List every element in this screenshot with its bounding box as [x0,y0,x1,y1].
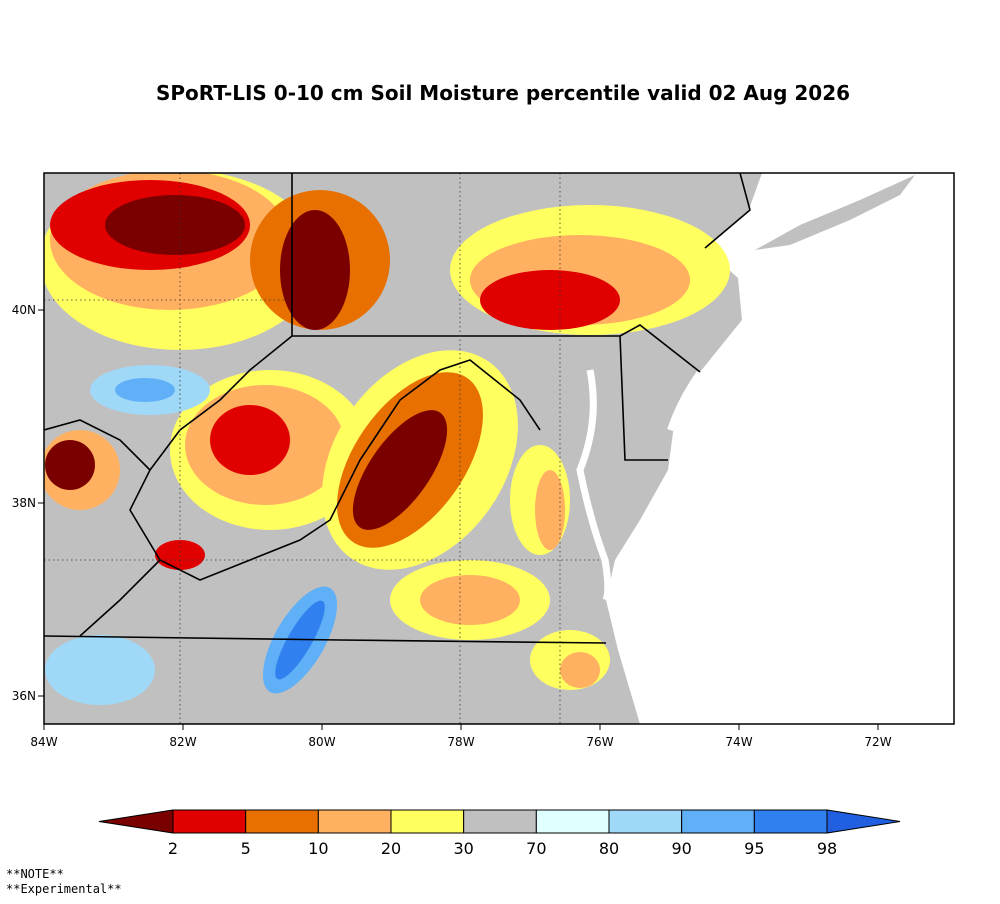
colorbar: 2 5 10 20 30 70 80 90 95 98 [98,809,901,858]
map-title: SPoRT-LIS 0-10 cm Soil Moisture percenti… [156,81,850,105]
colorbar-tick-label: 70 [526,839,546,858]
colorbar-segment [172,809,247,834]
colorbar-segment [390,809,465,834]
long-island [755,175,915,250]
colorbar-tick-label: 90 [671,839,691,858]
map-ticks: 84W 82W 80W 78W 76W 74W 72W 40N 38N 36N [12,303,892,749]
colorbar-tick-label: 2 [168,839,178,858]
lon-tick-label: 80W [308,735,335,749]
colorbar-tick-label: 10 [308,839,328,858]
moisture-region [352,410,448,530]
delaware-bay [667,370,703,431]
lat-tick-label: 38N [12,496,36,510]
colorbar-segment [463,809,537,834]
moisture-region [420,575,520,625]
colorbar-segment [681,809,755,834]
moisture-region [480,270,620,330]
moisture-region [45,440,95,490]
moisture-region [535,470,565,550]
moisture-region [155,540,205,570]
colorbar-segment [317,809,392,834]
map-frame [43,172,955,725]
colorbar-segment [245,809,319,834]
colorbar-tick-label: 30 [453,839,473,858]
colorbar-segment [535,809,610,834]
lon-tick-label: 82W [169,735,196,749]
note: **NOTE** [6,867,64,881]
moisture-region [115,378,175,402]
moisture-region [280,210,350,330]
lon-tick-label: 78W [447,735,474,749]
lon-tick-label: 74W [725,735,752,749]
lon-tick-label: 76W [586,735,613,749]
colorbar-tick-label: 20 [381,839,401,858]
colorbar-tick-label: 5 [241,839,251,858]
colorbar-segment [608,809,683,834]
colorbar-segment [826,809,901,834]
lon-tick-label: 84W [30,735,57,749]
moisture-patterns [44,173,730,705]
lat-tick-label: 40N [12,303,36,317]
map-area [44,173,954,724]
colorbar-segment [98,809,174,834]
note: **Experimental** [6,882,122,896]
lat-tick-label: 36N [12,689,36,703]
lon-tick-label: 72W [864,735,891,749]
colorbar-segment [753,809,828,834]
moisture-region [560,652,600,688]
moisture-region [45,635,155,705]
moisture-region [210,405,290,475]
chesapeake-bay [576,369,612,602]
moisture-region [105,195,245,255]
colorbar-tick-label: 98 [817,839,837,858]
colorbar-tick-label: 80 [599,839,619,858]
colorbar-tick-label: 95 [744,839,764,858]
state-borders [44,173,751,724]
